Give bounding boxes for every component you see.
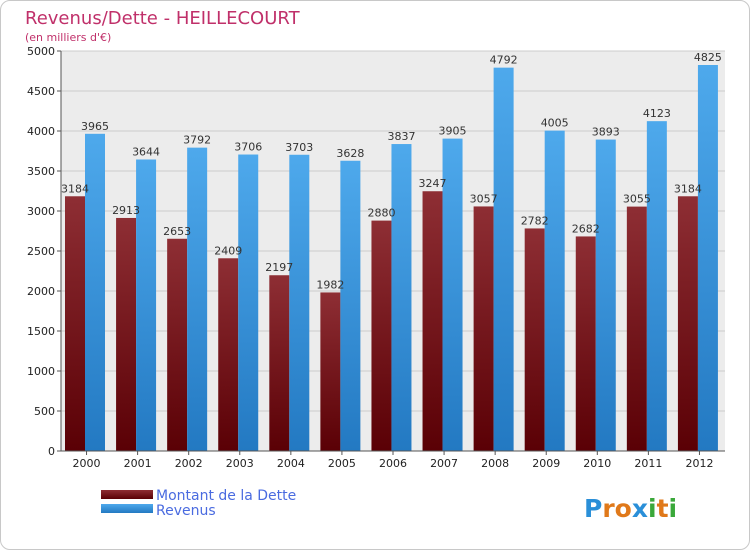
bar-revenus	[595, 139, 616, 451]
data-label-dette: 1982	[316, 278, 344, 291]
bar-revenus	[187, 147, 208, 451]
y-tick-label: 2500	[27, 245, 55, 258]
x-tick-label: 2010	[583, 457, 611, 470]
data-labels: 3184 3965 2913 3644 2653 3792 2409 3706 2197 3703…	[61, 51, 722, 291]
data-label-revenus: 3965	[81, 120, 109, 133]
data-label-revenus: 3703	[285, 141, 313, 154]
legend-swatch-revenus	[101, 504, 153, 513]
x-tick-label: 2008	[481, 457, 509, 470]
y-axis-ticks: 0 500 1000 1500 2000 2500 3000 3500 4000 4500 5000	[27, 45, 61, 458]
bar-revenus	[544, 130, 565, 451]
data-label-revenus: 3706	[234, 141, 262, 154]
bar-dette	[473, 206, 494, 451]
bar-revenus	[646, 121, 667, 451]
data-label-dette: 2880	[367, 207, 395, 220]
legend-label-revenus: Revenus	[156, 503, 216, 519]
bar-revenus	[289, 154, 310, 451]
bar-dette	[677, 196, 698, 451]
y-tick-label: 1500	[27, 325, 55, 338]
data-label-dette: 3184	[61, 182, 89, 195]
bar-dette	[65, 196, 85, 451]
data-label-dette: 3247	[419, 177, 447, 190]
logo-letter: i	[669, 494, 678, 523]
logo-letter: P	[584, 494, 602, 523]
bar-revenus	[85, 133, 105, 452]
legend-label-dette: Montant de la Dette	[156, 488, 296, 504]
data-label-dette: 3184	[674, 182, 702, 195]
bar-dette	[167, 238, 188, 451]
data-label-dette: 2653	[163, 225, 191, 238]
data-label-revenus: 4792	[490, 54, 518, 67]
y-tick-label: 3000	[27, 205, 55, 218]
data-label-revenus: 3792	[183, 134, 211, 147]
data-label-revenus: 4005	[541, 117, 569, 130]
bar-dette	[116, 217, 137, 451]
chart-title: Revenus/Dette - HEILLECOURT	[25, 8, 301, 29]
svg-text:Proxiti: Proxiti	[584, 494, 677, 523]
chart-subtitle: (en milliers d'€)	[25, 31, 111, 44]
y-tick-label: 500	[34, 405, 55, 418]
data-label-dette: 3055	[623, 193, 651, 206]
x-tick-label: 2003	[226, 457, 254, 470]
bars	[65, 65, 718, 452]
data-label-revenus: 3905	[439, 125, 467, 138]
data-label-dette: 3057	[470, 192, 498, 205]
bar-dette	[626, 206, 647, 451]
data-label-dette: 2682	[572, 222, 600, 235]
data-label-dette: 2913	[112, 204, 140, 217]
bar-revenus	[442, 138, 463, 451]
logo-letter: x	[632, 494, 648, 523]
y-tick-label: 1000	[27, 365, 55, 378]
data-label-dette: 2409	[214, 244, 242, 257]
bar-dette	[575, 236, 596, 451]
logo-letter: i	[648, 494, 657, 523]
x-tick-label: 2011	[634, 457, 662, 470]
data-label-dette: 2197	[265, 261, 293, 274]
x-tick-label: 2000	[73, 457, 101, 470]
x-tick-label: 2007	[430, 457, 458, 470]
data-label-revenus: 3628	[336, 147, 364, 160]
x-tick-label: 2001	[124, 457, 152, 470]
bar-dette	[371, 220, 392, 451]
x-tick-label: 2006	[379, 457, 407, 470]
bar-dette	[320, 292, 341, 451]
bar-dette	[422, 191, 443, 452]
data-label-revenus: 3644	[132, 145, 160, 158]
bar-dette	[524, 228, 545, 451]
x-tick-label: 2002	[175, 457, 203, 470]
bar-revenus	[238, 154, 259, 451]
y-tick-label: 0	[48, 445, 55, 458]
bar-revenus	[493, 67, 514, 451]
data-label-revenus: 4825	[694, 51, 722, 64]
data-label-dette: 2782	[521, 214, 549, 227]
legend: Montant de la Dette Revenus	[101, 488, 296, 519]
bar-revenus	[136, 159, 157, 452]
bar-dette	[269, 275, 290, 451]
data-label-revenus: 4123	[643, 107, 671, 120]
x-axis-ticks: 2000 2001 2002 2003 2004 2005 2006 2007 2008 2009…	[73, 451, 713, 470]
y-tick-label: 4500	[27, 85, 55, 98]
bar-dette	[218, 258, 239, 451]
legend-swatch-dette	[101, 490, 153, 499]
logo-letter: r	[602, 494, 615, 523]
y-tick-label: 2000	[27, 285, 55, 298]
logo-letter: o	[615, 494, 632, 523]
bar-revenus	[391, 144, 412, 452]
x-tick-label: 2004	[277, 457, 305, 470]
y-tick-label: 5000	[27, 45, 55, 58]
bar-revenus	[340, 160, 361, 451]
y-tick-label: 4000	[27, 125, 55, 138]
x-tick-label: 2012	[685, 457, 713, 470]
y-tick-label: 3500	[27, 165, 55, 178]
data-label-revenus: 3837	[387, 130, 415, 143]
logo-letter: t	[657, 494, 669, 523]
x-tick-label: 2009	[532, 457, 560, 470]
bar-revenus	[697, 65, 718, 451]
brand-logo: Proxiti	[584, 494, 677, 523]
x-tick-label: 2005	[328, 457, 356, 470]
data-label-revenus: 3893	[592, 126, 620, 139]
